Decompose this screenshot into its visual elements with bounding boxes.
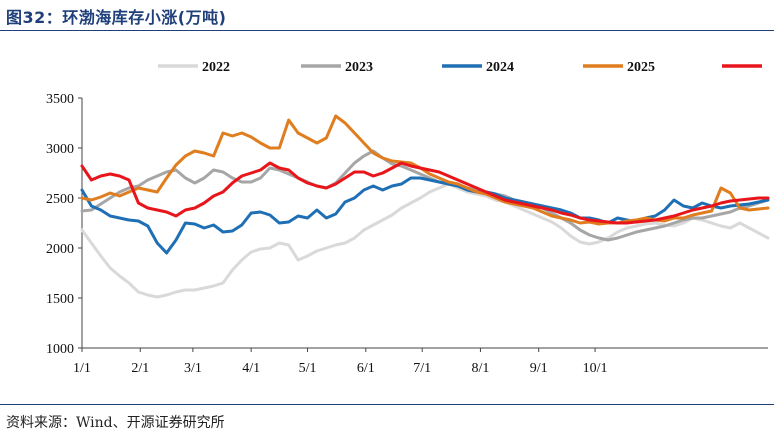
chart-title: 图32：环渤海库存小涨(万吨) [6, 8, 227, 27]
x-tick-label: 8/1 [471, 361, 489, 376]
x-tick-label: 3/1 [184, 361, 202, 376]
source-note: 资料来源：Wind、开源证券研究所 [6, 415, 225, 431]
legend-label-2024: 2024 [486, 60, 514, 75]
legend: 2022 2023 2024 2025 [158, 60, 762, 75]
footer-divider [0, 404, 774, 405]
title-divider [0, 30, 774, 31]
legend-label-2022: 2022 [202, 60, 230, 75]
x-tick-label: 6/1 [357, 361, 375, 376]
series-line-2022 [80, 182, 770, 299]
x-tick-label: 7/1 [413, 361, 431, 376]
y-tick-label: 2000 [46, 242, 74, 257]
x-tick-label: 10/1 [583, 361, 608, 376]
line-chart: 2022 2023 2024 2025 1000 1500 2000 2500 3000 350… [46, 60, 770, 376]
axes: 1000 1500 2000 2500 3000 3500 1/1 2/1 3/1 4/1 5/1 6… [46, 92, 768, 376]
x-tick-label: 5/1 [299, 361, 317, 376]
legend-label-2023: 2023 [345, 60, 373, 75]
series-lines [80, 114, 770, 299]
x-tick-label: 2/1 [131, 361, 149, 376]
y-tick-label: 2500 [46, 192, 74, 207]
y-tick-label: 1500 [46, 292, 74, 307]
y-tick-label: 3000 [46, 142, 74, 157]
x-tick-label: 1/1 [73, 361, 91, 376]
x-tick-label: 4/1 [242, 361, 260, 376]
legend-label-2025: 2025 [627, 60, 655, 75]
y-tick-label: 3500 [46, 92, 74, 107]
series-line-series-5 [80, 161, 770, 225]
x-tick-label: 9/1 [530, 361, 548, 376]
y-tick-label: 1000 [46, 342, 74, 357]
series-line-2023 [80, 149, 770, 242]
series-line-2024 [80, 176, 770, 255]
